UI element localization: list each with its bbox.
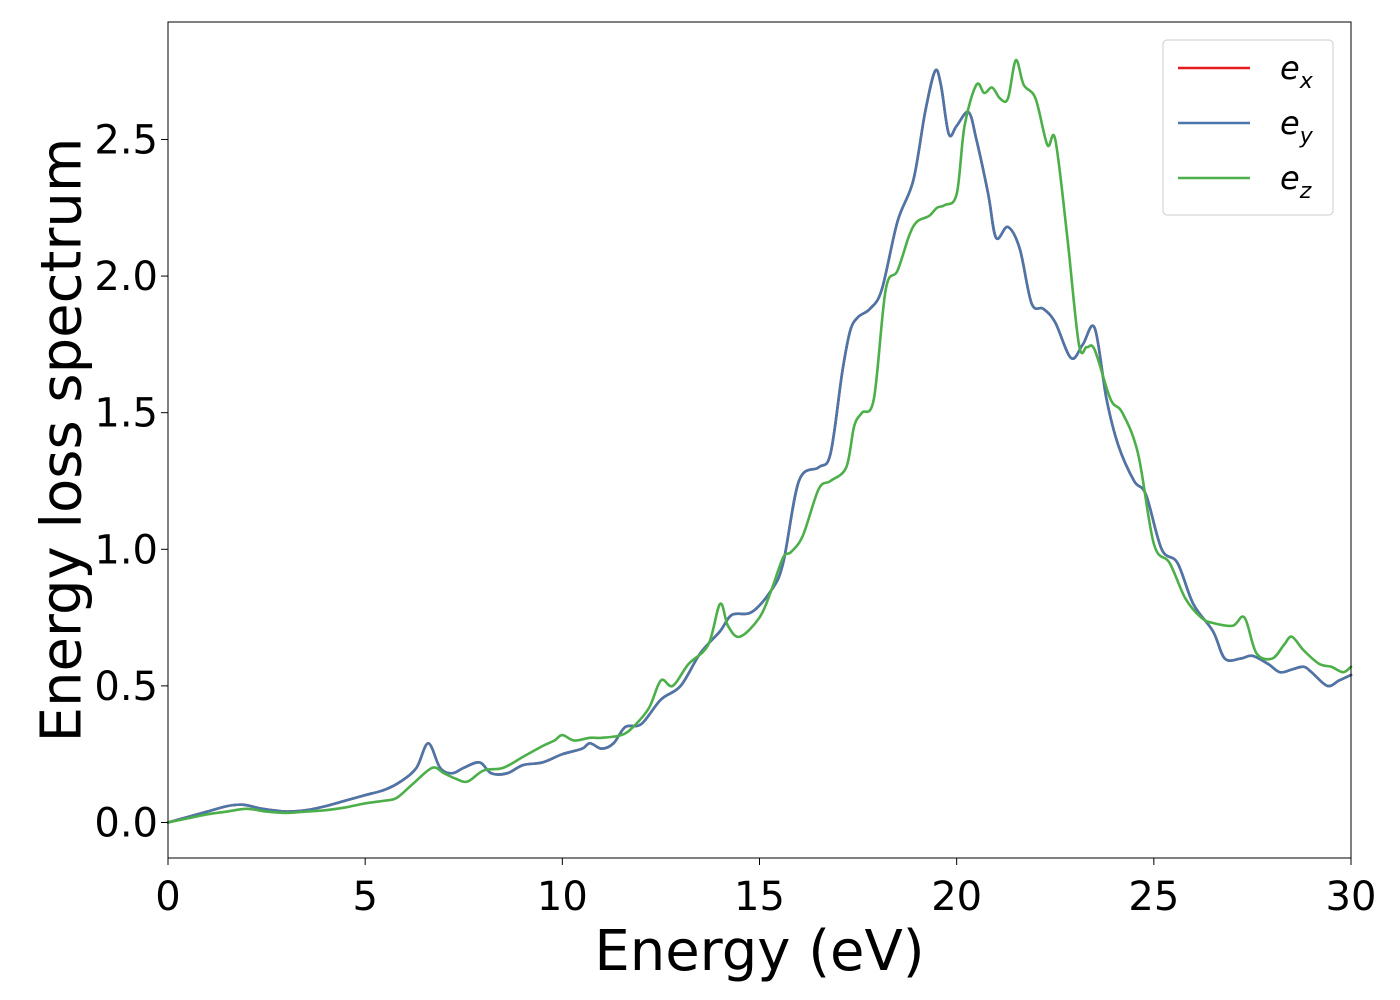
series-line-z xyxy=(166,58,1353,824)
x-axis-ticks: 0 5 10 15 20 25 30 xyxy=(155,858,1376,920)
y-tick-label: 2.0 xyxy=(94,254,158,300)
x-tick-label: 20 xyxy=(931,874,982,920)
y-axis-label: Energy loss spectrum xyxy=(30,138,95,743)
legend-label-z: ez xyxy=(1280,159,1312,204)
x-tick-label: 30 xyxy=(1326,874,1377,920)
x-tick-label: 5 xyxy=(352,874,377,920)
y-tick-label: 0.5 xyxy=(94,664,158,710)
legend-label-x: ex xyxy=(1280,49,1314,94)
x-tick-label: 0 xyxy=(155,874,180,920)
y-axis-ticks: 0.0 0.5 1.0 1.5 2.0 2.5 xyxy=(94,117,168,846)
x-tick-label: 15 xyxy=(734,874,785,920)
x-axis-label: Energy (eV) xyxy=(594,919,924,984)
series-line-y xyxy=(166,68,1353,824)
y-tick-label: 2.5 xyxy=(94,117,158,163)
legend: ex ey ez xyxy=(1162,39,1334,216)
y-tick-label: 1.0 xyxy=(94,527,158,573)
y-tick-label: 1.5 xyxy=(94,391,158,437)
x-tick-label: 25 xyxy=(1128,874,1179,920)
y-tick-label: 0.0 xyxy=(94,800,158,846)
series-layer xyxy=(166,58,1353,824)
x-tick-label: 10 xyxy=(537,874,588,920)
legend-label-y: ey xyxy=(1280,104,1314,149)
legend-box xyxy=(1162,39,1334,216)
